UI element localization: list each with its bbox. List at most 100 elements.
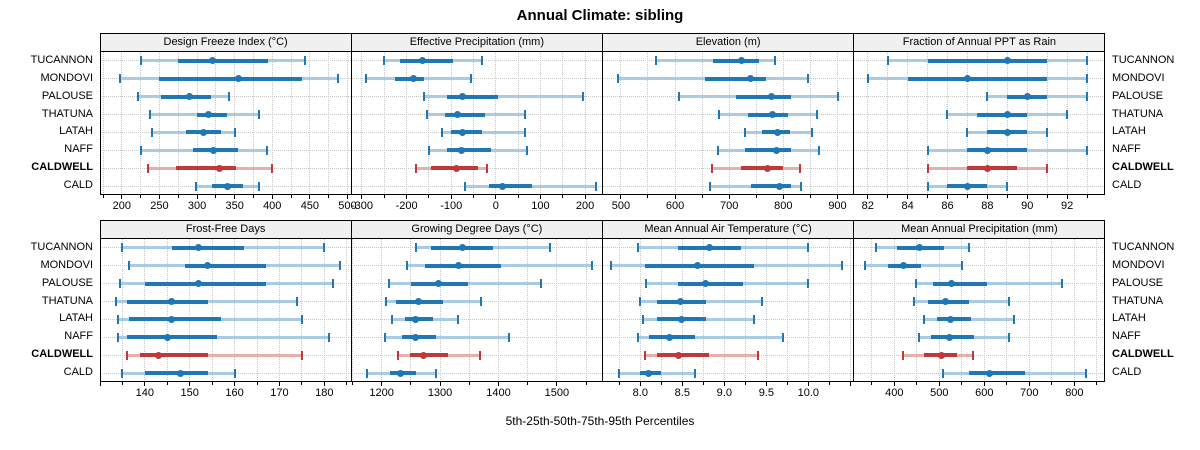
whisker-cap xyxy=(581,92,584,102)
whisker-cap xyxy=(710,163,713,173)
gridline-v xyxy=(177,52,179,195)
site-label: MONDOVI xyxy=(1112,71,1165,84)
gridline-v xyxy=(328,52,330,195)
median-dot xyxy=(234,75,242,83)
median-dot xyxy=(186,93,194,101)
whisker-cap xyxy=(548,243,551,253)
axis-tick-label: 84 xyxy=(901,200,914,212)
median-dot xyxy=(409,75,417,83)
gridline-v xyxy=(828,239,830,382)
iqr-bar xyxy=(451,130,483,135)
axis-tick-label: 8.5 xyxy=(674,387,690,399)
median-dot xyxy=(677,298,685,306)
axis-tick xyxy=(361,195,363,199)
iqr-bar xyxy=(968,371,1025,376)
axis-tick xyxy=(102,195,104,198)
site-label: PALOUSE xyxy=(41,89,93,102)
gridline-v xyxy=(809,52,811,195)
median-dot xyxy=(945,333,953,341)
median-dot xyxy=(677,315,685,323)
gridline-v xyxy=(383,52,385,195)
axis-tick xyxy=(916,382,918,385)
whisker-cap xyxy=(1008,297,1011,307)
whisker-cap xyxy=(811,127,814,137)
whisker-cap xyxy=(481,56,484,66)
whisker-cap xyxy=(744,127,747,137)
gridline-v xyxy=(158,52,160,195)
gridline-v xyxy=(887,52,889,195)
whisker-cap xyxy=(914,279,917,289)
whisker-cap xyxy=(233,127,236,137)
site-label: CALD xyxy=(63,366,93,379)
panel-plot xyxy=(100,52,352,195)
panel-plot xyxy=(853,52,1105,195)
gridline-v xyxy=(916,239,918,382)
gridline-v xyxy=(301,239,303,382)
gridline-v xyxy=(166,239,168,382)
gridline-v xyxy=(406,52,408,195)
site-label: MONDOVI xyxy=(40,258,93,271)
panel-plot xyxy=(351,239,603,382)
axis-tick xyxy=(938,382,940,386)
axis-tick xyxy=(765,382,767,386)
gridline-v xyxy=(278,239,280,382)
whisker-cap xyxy=(840,261,843,271)
gridline-v xyxy=(1006,52,1008,195)
median-dot xyxy=(767,93,775,101)
whisker-cap xyxy=(116,314,119,324)
axis-tick xyxy=(323,382,325,386)
whisker-cap xyxy=(456,314,459,324)
site-label: CALDWELL xyxy=(31,348,93,361)
axis-tick xyxy=(893,382,895,386)
iqr-bar xyxy=(197,112,228,117)
gridline-v xyxy=(323,239,325,382)
median-dot xyxy=(773,146,781,154)
axis-tick xyxy=(837,195,838,199)
gridline-v xyxy=(618,239,620,382)
site-label: NAFF xyxy=(64,330,93,343)
axis-tick xyxy=(1051,382,1053,385)
whisker-cap xyxy=(967,243,970,253)
axis-tick xyxy=(99,382,101,386)
site-label: NAFF xyxy=(1112,330,1141,343)
whisker-cap xyxy=(618,368,621,378)
gridline-v xyxy=(620,52,622,195)
gridline-v xyxy=(102,52,104,195)
site-label: THATUNA xyxy=(1112,294,1164,307)
iqr-bar xyxy=(735,94,792,99)
whisker-cap xyxy=(337,74,340,84)
median-dot xyxy=(915,244,923,252)
site-label: TUCANNON xyxy=(30,240,93,253)
axis-tick-label: 900 xyxy=(828,200,847,212)
median-dot xyxy=(199,128,207,136)
whisker-cap xyxy=(405,261,408,271)
axis-tick-label: 600 xyxy=(665,200,685,212)
whisker-cap xyxy=(332,279,335,289)
whisker-cap xyxy=(718,110,721,120)
whisker-cap xyxy=(645,279,648,289)
median-dot xyxy=(645,369,653,377)
whisker-cap xyxy=(756,350,759,360)
axis-tick-label: 92 xyxy=(1060,200,1074,212)
axis-tick-label: 180 xyxy=(315,387,334,399)
iqr-bar xyxy=(140,353,208,358)
axis-tick xyxy=(290,195,292,198)
axis-tick-label: 10.0 xyxy=(797,387,820,399)
axis-tick xyxy=(618,382,620,385)
iqr-bar xyxy=(444,112,485,117)
median-dot xyxy=(705,244,713,252)
axis-tick xyxy=(158,195,160,199)
axis-tick xyxy=(1046,195,1048,198)
whisker-cap xyxy=(926,145,929,155)
median-dot xyxy=(210,146,218,154)
chart-title: Annual Climate: sibling xyxy=(516,7,684,24)
panel-strip-title: Elevation (m) xyxy=(695,36,761,48)
median-dot xyxy=(775,182,783,190)
axis-tick xyxy=(1073,382,1075,386)
gridline-v xyxy=(468,239,470,382)
whisker-cap xyxy=(815,110,818,120)
whisker xyxy=(915,282,1062,286)
median-dot xyxy=(666,333,674,341)
median-dot xyxy=(763,164,771,172)
whisker-cap xyxy=(1084,368,1087,378)
